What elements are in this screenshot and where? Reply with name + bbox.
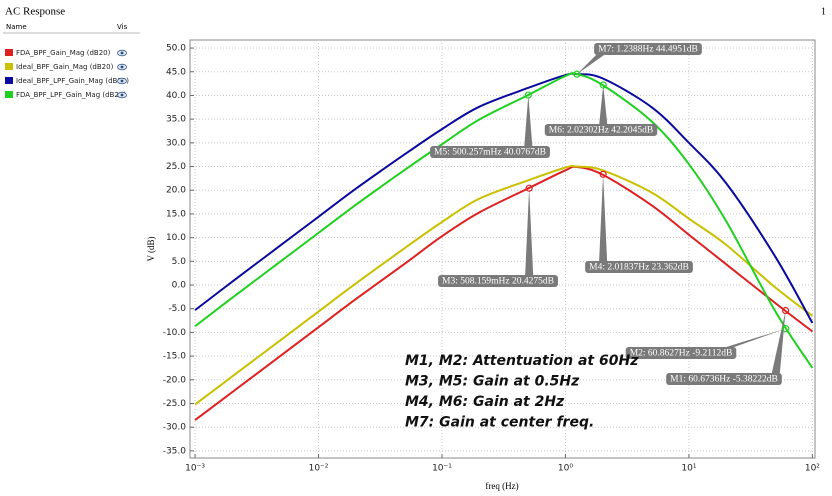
marker-pointer (771, 310, 786, 373)
legend-name-header: Name (6, 23, 27, 31)
legend-swatch (5, 63, 13, 70)
y-tick-label: 15.0 (166, 209, 186, 219)
y-tick-label: 45.0 (166, 67, 186, 77)
series-line (194, 165, 813, 421)
y-axis-label: V (dB) (146, 236, 156, 261)
y-tick-label: 40.0 (166, 91, 186, 101)
y-tick-label: -15.0 (163, 352, 187, 362)
annotation: M1, M2: Attentuation at 60Hz (405, 353, 639, 369)
eye-pupil (120, 51, 124, 55)
x-axis-label: freq (Hz) (485, 481, 518, 491)
marker-callout: M6: 2.02302Hz 42.2045dB (544, 85, 658, 136)
page-number: 1 (821, 6, 826, 17)
plot-frame (189, 39, 816, 459)
marker-pointer (525, 188, 534, 275)
annotation: M4, M6: Gain at 2Hz (405, 394, 565, 410)
marker-label: M1: 60.6736Hz -5.38222dB (670, 375, 778, 385)
marker-label-box (625, 347, 737, 359)
marker-point (781, 306, 790, 315)
x-tick-label: 10⁻¹ (432, 464, 452, 474)
eye-pupil (120, 93, 124, 97)
marker-callout: M3: 508.159mHz 20.4275dB (438, 188, 558, 287)
marker-label-box (438, 275, 558, 287)
marker-pointer (599, 85, 608, 124)
marker-pointer (524, 95, 533, 146)
marker-callout: M2: 60.8627Hz -9.2112dB (625, 328, 786, 359)
marker-label: M5: 500.257mHz 40.0767dB (434, 148, 546, 158)
window-title: AC Response (5, 6, 65, 18)
marker-pointer (599, 174, 608, 261)
marker-label: M2: 60.8627Hz -9.2112dB (630, 349, 733, 359)
marker-callout: M4: 2.01837Hz 23.362dB (585, 174, 693, 273)
marker-pointer (726, 328, 786, 347)
marker-label-box (544, 124, 658, 136)
legend-label: FDA_BPF_Gain_Mag (dB20) (16, 49, 111, 57)
legend-swatch (5, 49, 13, 56)
y-tick-label: 5.0 (172, 257, 187, 267)
visibility-toggle[interactable] (117, 91, 127, 99)
marker-point (524, 91, 532, 99)
marker-point (573, 70, 581, 78)
series-line (194, 72, 814, 324)
marker-point (525, 184, 533, 192)
legend-label: Ideal_BPF_Gain_Mag (dB20) (16, 63, 114, 71)
y-tick-label: -25.0 (163, 399, 187, 409)
marker-pointer (576, 55, 605, 75)
marker-label: M6: 2.02302Hz 42.2045dB (549, 126, 654, 136)
annotation: M7: Gain at center freq. (405, 415, 594, 431)
marker-callout: M1: 60.6736Hz -5.38222dB (666, 310, 786, 385)
marker-point (782, 325, 790, 333)
annotation: M3, M5: Gain at 0.5Hz (405, 374, 580, 390)
series-line (194, 72, 814, 369)
x-tick-label: 10⁰ (558, 464, 573, 474)
marker-label: M3: 508.159mHz 20.4275dB (442, 277, 554, 287)
y-tick-label: 10.0 (166, 233, 186, 243)
legend-label: Ideal_BPF_LPF_Gain_Mag (dB20) (16, 77, 129, 85)
y-tick-label: -5.0 (168, 304, 186, 314)
visibility-toggle[interactable] (117, 63, 127, 71)
marker-label-box (430, 146, 550, 158)
eye-pupil (120, 65, 124, 69)
marker-callout: M5: 500.257mHz 40.0767dB (430, 95, 550, 158)
marker-label: M7: 1.2388Hz 44.4951dB (598, 45, 698, 55)
marker-point (599, 170, 607, 178)
y-tick-label: -30.0 (163, 423, 187, 433)
marker-label-box (594, 43, 702, 55)
y-tick-label: -20.0 (163, 375, 187, 385)
marker-callout: M7: 1.2388Hz 44.4951dB (576, 43, 702, 75)
y-tick-label: -35.0 (163, 446, 187, 456)
visibility-toggle[interactable] (117, 77, 127, 85)
x-tick-label: 10¹ (681, 464, 696, 474)
y-tick-label: 25.0 (166, 162, 186, 172)
y-tick-label: 35.0 (166, 115, 186, 125)
marker-label: M4: 2.01837Hz 23.362dB (589, 263, 689, 273)
marker-label-box (666, 373, 782, 385)
y-tick-label: 30.0 (166, 138, 186, 148)
eye-pupil (120, 79, 124, 83)
marker-label-box (585, 261, 693, 273)
y-tick-label: -10.0 (163, 328, 187, 338)
y-tick-label: 20.0 (166, 186, 186, 196)
y-tick-label: 50.0 (166, 44, 186, 54)
legend-swatch (5, 91, 13, 98)
x-tick-label: 10⁻² (309, 464, 329, 474)
visibility-toggle[interactable] (117, 49, 127, 57)
marker-point (599, 81, 607, 89)
legend-vis-header: Vis (117, 23, 128, 31)
legend-swatch (5, 77, 13, 84)
legend-label: FDA_BPF_LPF_Gain_Mag (dB20) (16, 91, 126, 99)
series-line (194, 164, 813, 406)
x-tick-label: 10² (805, 464, 820, 474)
y-tick-label: 0.0 (172, 281, 187, 291)
x-tick-label: 10⁻³ (185, 464, 205, 474)
